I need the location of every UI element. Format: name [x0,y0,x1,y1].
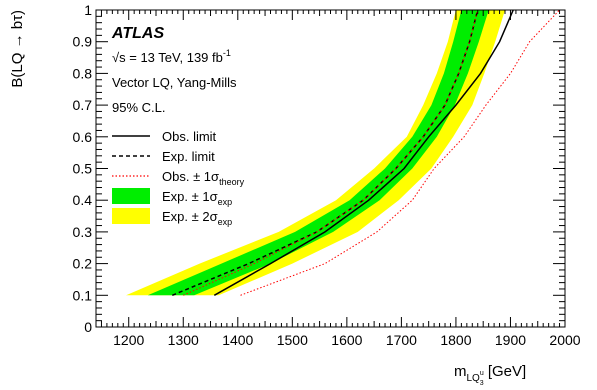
x-label-subsub: 3 [480,380,484,387]
x-axis-label: mLQu 3 [GeV] [454,363,526,387]
y-tick-label: 0.1 [73,287,93,303]
y-tick-label: 0.7 [73,97,93,113]
legend-band2-label: Exp. ± 2σexp [162,209,232,227]
y-tick-label: 0.5 [73,161,93,177]
x-tick-label: 1500 [277,332,308,348]
plot-clip-group [126,10,560,296]
energy-label: √s = 13 TeV, 139 fb-1 [112,48,231,65]
observed-limit-line [213,10,514,296]
x-tick-label: 1600 [331,332,362,348]
y-tick-label: 0.9 [73,34,93,50]
y-tick-label: 1 [84,2,92,18]
y-tick-label: 0.2 [73,256,93,272]
y-tick-label: 0.3 [73,224,93,240]
y-axis: 0 0.1 0.2 0.3 0.4 0.5 0.6 0.7 0.8 0.9 1 [73,2,565,335]
experiment-label: ATLAS [111,25,164,42]
y-tick-label: 0.6 [73,129,93,145]
lines-layer [172,10,560,296]
theory-low-line [183,10,479,296]
x-tick-label: 1400 [222,332,253,348]
legend-band1-swatch [112,188,150,204]
legend-theory-label: Obs. ± 1σtheory [162,169,245,187]
y-axis-label: B(LQ → bτ) [9,10,26,88]
x-label-subsup: u [480,370,484,377]
x-tick-label: 1900 [495,332,526,348]
legend: Obs. limit Exp. limit Obs. ± 1σtheory Exp. … [112,129,245,227]
x-tick-label: 1800 [440,332,471,348]
legend-obs-label: Obs. limit [162,129,217,144]
energy-text: = 13 TeV, 139 fb [126,50,223,65]
x-axis: 1200 1300 1400 1500 1600 1700 1800 1900 2000 [100,10,581,348]
legend-band2-swatch [112,208,150,224]
x-tick-label: 1700 [386,332,417,348]
x-tick-label: 2000 [549,332,580,348]
legend-band1-label: Exp. ± 1σexp [162,189,232,207]
y-tick-label: 0.8 [73,65,93,81]
x-label-main: m [454,363,467,380]
model-label: Vector LQ, Yang-Mills [112,75,237,90]
x-label-sub: LQ [467,373,481,384]
cl-label: 95% C.L. [112,100,165,115]
legend-exp-label: Exp. limit [162,149,215,164]
energy-sup: -1 [223,48,231,58]
energy-root: √s [112,50,126,65]
x-tick-label: 1300 [168,332,199,348]
y-tick-label: 0 [84,319,92,335]
y-tick-label: 0.4 [73,192,93,208]
band-1sigma [147,10,489,296]
x-label-unit: [GeV] [484,363,527,380]
x-tick-label: 1200 [113,332,144,348]
